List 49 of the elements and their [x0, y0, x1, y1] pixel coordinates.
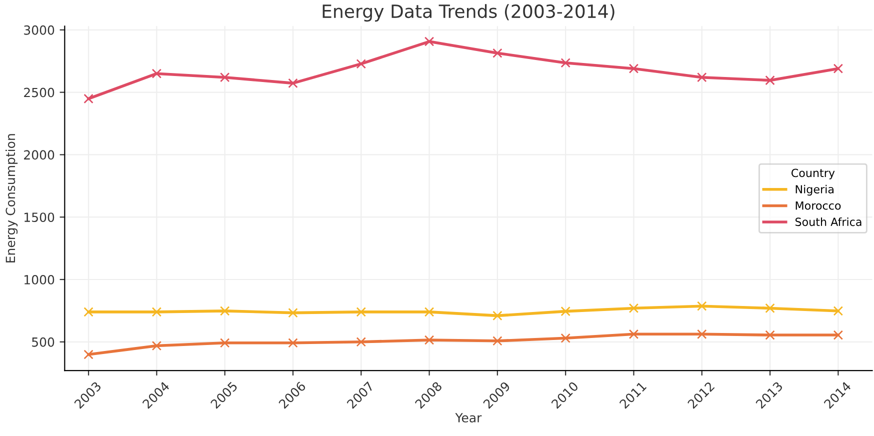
chart-title: Energy Data Trends (2003-2014)	[322, 4, 614, 22]
y-tick-label: 2500	[24, 88, 54, 98]
point	[833, 330, 844, 340]
point	[833, 64, 844, 74]
y-tick-label: 1500	[24, 212, 54, 222]
point	[424, 335, 434, 345]
legend-title: Country	[791, 168, 835, 180]
point	[288, 338, 298, 348]
point	[697, 301, 707, 311]
point	[833, 306, 844, 316]
y-tick-label: 1000	[24, 274, 54, 284]
point	[560, 306, 570, 316]
point	[152, 68, 162, 78]
point	[356, 307, 366, 317]
point	[560, 333, 570, 344]
point	[220, 306, 230, 316]
point	[492, 48, 502, 58]
point	[288, 308, 298, 318]
point	[765, 75, 775, 86]
point	[356, 337, 366, 347]
point	[84, 350, 94, 360]
point	[84, 94, 94, 104]
point	[492, 336, 502, 346]
y-tick-label: 2000	[24, 150, 54, 160]
point	[697, 329, 707, 340]
y-tick-label: 3000	[24, 25, 54, 35]
point	[628, 329, 639, 340]
point	[765, 303, 775, 314]
point	[697, 72, 707, 82]
y-axis-title: Energy Consumption	[5, 134, 18, 262]
point	[628, 64, 639, 74]
y-tick-label: 500	[32, 337, 54, 347]
point	[560, 58, 570, 68]
point	[765, 330, 775, 340]
point	[152, 340, 162, 351]
point	[424, 307, 434, 317]
point	[220, 338, 230, 348]
point	[288, 78, 298, 88]
point	[424, 36, 434, 46]
x-axis-title: Year	[455, 413, 482, 422]
point	[152, 307, 162, 317]
point	[356, 58, 366, 69]
legend-label: South Africa	[795, 217, 862, 226]
point	[220, 72, 230, 82]
legend-label: Morocco	[796, 202, 841, 210]
point	[492, 310, 502, 321]
point	[84, 307, 94, 317]
point	[628, 303, 639, 314]
legend-label: Nigeria	[796, 184, 834, 196]
